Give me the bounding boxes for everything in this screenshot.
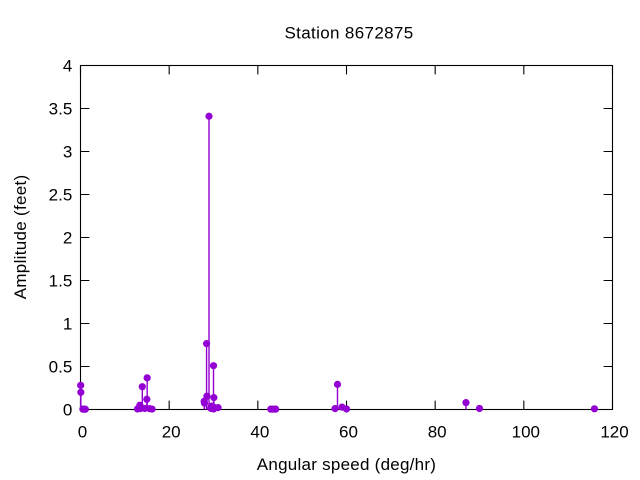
svg-text:60: 60 <box>339 422 358 441</box>
svg-text:3.5: 3.5 <box>49 100 73 119</box>
svg-text:3: 3 <box>63 143 72 162</box>
svg-text:0: 0 <box>78 422 87 441</box>
svg-text:Amplitude (feet): Amplitude (feet) <box>11 175 30 300</box>
svg-text:100: 100 <box>512 422 540 441</box>
svg-text:Station 8672875: Station 8672875 <box>284 24 413 43</box>
svg-text:20: 20 <box>162 422 181 441</box>
svg-text:4: 4 <box>63 57 72 76</box>
svg-text:1.5: 1.5 <box>49 272 73 291</box>
svg-text:80: 80 <box>428 422 447 441</box>
svg-text:Angular speed (deg/hr): Angular speed (deg/hr) <box>257 455 436 474</box>
svg-text:0.5: 0.5 <box>49 358 73 377</box>
svg-text:120: 120 <box>600 422 628 441</box>
svg-text:40: 40 <box>250 422 269 441</box>
svg-text:0: 0 <box>63 401 72 420</box>
svg-text:2: 2 <box>63 229 72 248</box>
svg-text:1: 1 <box>63 315 72 334</box>
svg-text:2.5: 2.5 <box>49 186 73 205</box>
